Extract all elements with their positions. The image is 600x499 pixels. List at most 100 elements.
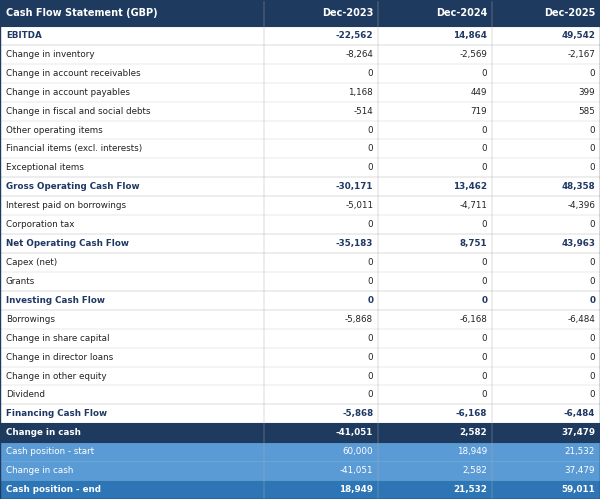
- Bar: [0, 234, 600, 253]
- Text: 0: 0: [590, 220, 595, 229]
- Text: 14,864: 14,864: [454, 31, 487, 40]
- Text: Corporation tax: Corporation tax: [6, 220, 74, 229]
- Text: 0: 0: [482, 390, 487, 399]
- Bar: [0, 423, 600, 442]
- Text: 2,582: 2,582: [460, 428, 487, 437]
- Text: 0: 0: [482, 277, 487, 286]
- Text: -5,868: -5,868: [342, 409, 373, 418]
- Text: 399: 399: [578, 88, 595, 97]
- Bar: [0, 310, 600, 329]
- Text: -30,171: -30,171: [336, 182, 373, 191]
- Text: Change in fiscal and social debts: Change in fiscal and social debts: [6, 107, 151, 116]
- Text: -22,562: -22,562: [336, 31, 373, 40]
- Text: -514: -514: [353, 107, 373, 116]
- Text: 0: 0: [482, 69, 487, 78]
- Text: 0: 0: [368, 277, 373, 286]
- Text: 585: 585: [578, 107, 595, 116]
- Text: 0: 0: [482, 220, 487, 229]
- Text: 8,751: 8,751: [460, 239, 487, 248]
- Text: 0: 0: [590, 372, 595, 381]
- Text: 0: 0: [590, 69, 595, 78]
- Text: 13,462: 13,462: [453, 182, 487, 191]
- Text: EBITDA: EBITDA: [6, 31, 42, 40]
- Bar: [0, 177, 600, 196]
- Text: 0: 0: [590, 277, 595, 286]
- Text: 0: 0: [482, 258, 487, 267]
- Bar: [0, 329, 600, 348]
- Text: 0: 0: [367, 296, 373, 305]
- Text: Change in account payables: Change in account payables: [6, 88, 130, 97]
- Text: Financial items (excl. interests): Financial items (excl. interests): [6, 144, 142, 153]
- Text: Dividend: Dividend: [6, 390, 45, 399]
- Text: 0: 0: [368, 69, 373, 78]
- Bar: [0, 291, 600, 310]
- Text: 0: 0: [481, 296, 487, 305]
- Text: 0: 0: [482, 163, 487, 172]
- Text: Cash position - start: Cash position - start: [6, 447, 94, 456]
- Text: 0: 0: [589, 296, 595, 305]
- Text: 0: 0: [590, 353, 595, 362]
- Bar: [0, 404, 600, 423]
- Bar: [0, 83, 600, 102]
- Text: Change in account receivables: Change in account receivables: [6, 69, 140, 78]
- Bar: [0, 102, 600, 121]
- Text: 0: 0: [590, 334, 595, 343]
- Bar: [0, 45, 600, 64]
- Text: -41,051: -41,051: [336, 428, 373, 437]
- Text: Other operating items: Other operating items: [6, 126, 103, 135]
- Bar: [0, 385, 600, 404]
- Text: 59,011: 59,011: [562, 485, 595, 494]
- Bar: [0, 272, 600, 291]
- Text: 0: 0: [368, 258, 373, 267]
- Text: Gross Operating Cash Flow: Gross Operating Cash Flow: [6, 182, 140, 191]
- Text: 0: 0: [368, 220, 373, 229]
- Text: 719: 719: [470, 107, 487, 116]
- Text: 0: 0: [368, 353, 373, 362]
- Bar: [0, 196, 600, 215]
- Text: Capex (net): Capex (net): [6, 258, 57, 267]
- Text: Change in inventory: Change in inventory: [6, 50, 95, 59]
- Text: -41,051: -41,051: [340, 466, 373, 475]
- Text: -2,167: -2,167: [568, 50, 595, 59]
- Bar: [0, 461, 600, 480]
- Text: Net Operating Cash Flow: Net Operating Cash Flow: [6, 239, 129, 248]
- Text: -6,484: -6,484: [568, 315, 595, 324]
- Text: 60,000: 60,000: [343, 447, 373, 456]
- Text: 0: 0: [590, 258, 595, 267]
- Bar: [0, 64, 600, 83]
- Text: 0: 0: [368, 144, 373, 153]
- Text: Dec-2025: Dec-2025: [544, 8, 595, 18]
- Text: -8,264: -8,264: [346, 50, 373, 59]
- Text: Change in cash: Change in cash: [6, 428, 81, 437]
- Text: 0: 0: [368, 163, 373, 172]
- Text: 18,949: 18,949: [340, 485, 373, 494]
- Text: 0: 0: [482, 372, 487, 381]
- Text: Exceptional items: Exceptional items: [6, 163, 84, 172]
- Text: -5,011: -5,011: [345, 201, 373, 210]
- Text: -2,569: -2,569: [460, 50, 487, 59]
- Text: 0: 0: [590, 163, 595, 172]
- Text: 0: 0: [482, 126, 487, 135]
- Text: -35,183: -35,183: [336, 239, 373, 248]
- Text: 21,532: 21,532: [565, 447, 595, 456]
- Bar: [0, 348, 600, 367]
- Text: 18,949: 18,949: [457, 447, 487, 456]
- Bar: [0, 140, 600, 158]
- Text: -4,396: -4,396: [568, 201, 595, 210]
- Bar: [0, 253, 600, 272]
- Text: 0: 0: [368, 390, 373, 399]
- Text: 21,532: 21,532: [454, 485, 487, 494]
- Text: Dec-2023: Dec-2023: [322, 8, 373, 18]
- Text: Dec-2024: Dec-2024: [436, 8, 487, 18]
- Text: 0: 0: [368, 372, 373, 381]
- Text: Change in cash: Change in cash: [6, 466, 73, 475]
- Text: Change in director loans: Change in director loans: [6, 353, 113, 362]
- Bar: [0, 26, 600, 45]
- Text: Cash Flow Statement (GBP): Cash Flow Statement (GBP): [6, 8, 158, 18]
- Text: -4,711: -4,711: [460, 201, 487, 210]
- Text: Borrowings: Borrowings: [6, 315, 55, 324]
- Text: Interest paid on borrowings: Interest paid on borrowings: [6, 201, 126, 210]
- Text: 37,479: 37,479: [561, 428, 595, 437]
- Text: 0: 0: [482, 353, 487, 362]
- Bar: [0, 215, 600, 234]
